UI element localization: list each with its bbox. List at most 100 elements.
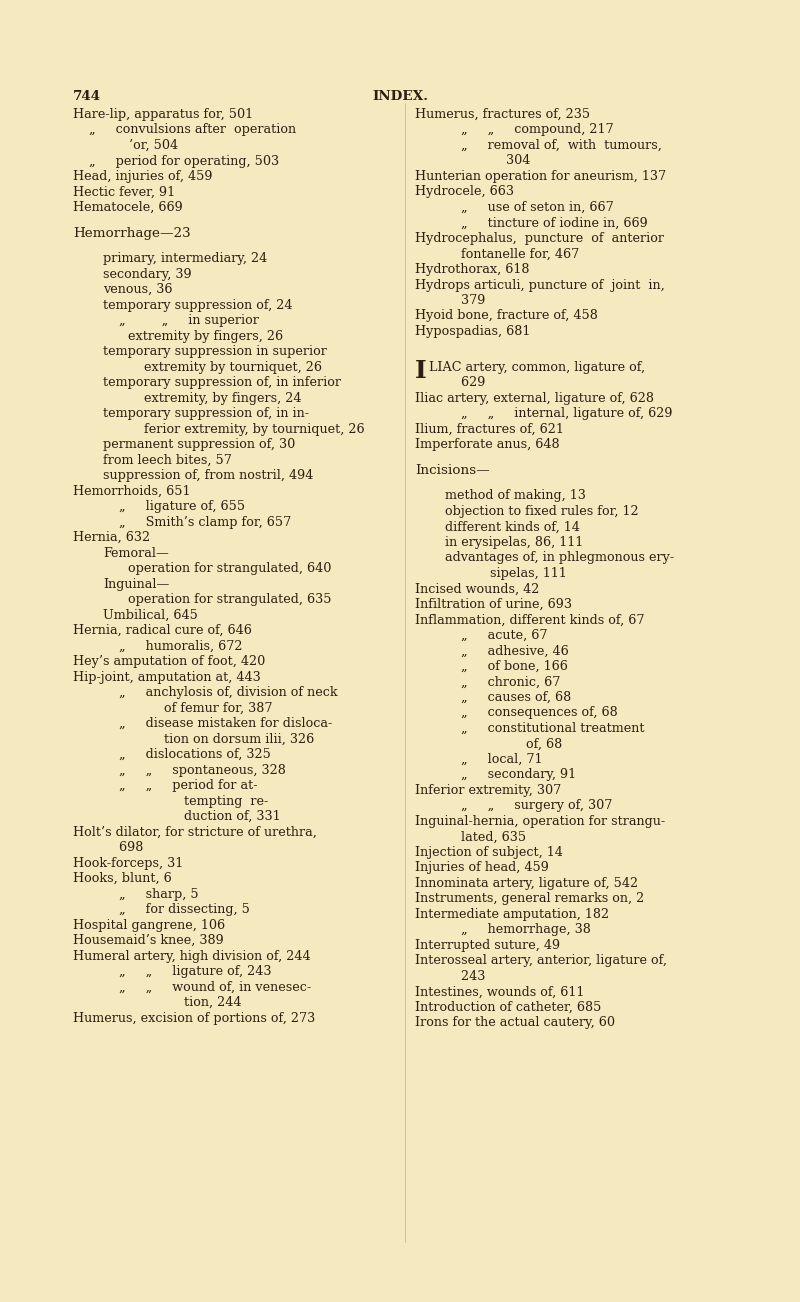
Text: Irons for the actual cautery, 60: Irons for the actual cautery, 60 (415, 1017, 615, 1030)
Text: Hunterian operation for aneurism, 137: Hunterian operation for aneurism, 137 (415, 171, 666, 184)
Text: I: I (415, 358, 426, 383)
Text: Hydrops articuli, puncture of  joint  in,: Hydrops articuli, puncture of joint in, (415, 279, 665, 292)
Text: Hook-forceps, 31: Hook-forceps, 31 (73, 857, 183, 870)
Text: „     dislocations of, 325: „ dislocations of, 325 (103, 749, 271, 762)
Text: Holt’s dilator, for stricture of urethra,: Holt’s dilator, for stricture of urethra… (73, 825, 317, 838)
Text: method of making, 13: method of making, 13 (445, 490, 586, 503)
Text: extremity by fingers, 26: extremity by fingers, 26 (128, 329, 283, 342)
Text: Hip-joint, amputation at, 443: Hip-joint, amputation at, 443 (73, 671, 261, 684)
Text: „     ligature of, 655: „ ligature of, 655 (103, 500, 245, 513)
Text: advantages of, in phlegmonous ery-: advantages of, in phlegmonous ery- (445, 551, 674, 564)
Text: different kinds of, 14: different kinds of, 14 (445, 521, 580, 534)
Text: „     anchylosis of, division of neck: „ anchylosis of, division of neck (103, 686, 338, 699)
Text: „     use of seton in, 667: „ use of seton in, 667 (445, 201, 614, 214)
Text: „     of bone, 166: „ of bone, 166 (445, 660, 568, 673)
Text: Hydrocele, 663: Hydrocele, 663 (415, 185, 514, 198)
Text: in erysipelas, 86, 111: in erysipelas, 86, 111 (445, 536, 583, 549)
Text: Infiltration of urine, 693: Infiltration of urine, 693 (415, 598, 572, 611)
Text: Hemorrhoids, 651: Hemorrhoids, 651 (73, 484, 190, 497)
Text: Hernia, radical cure of, 646: Hernia, radical cure of, 646 (73, 624, 252, 637)
Text: 304: 304 (470, 155, 530, 168)
Text: Imperforate anus, 648: Imperforate anus, 648 (415, 439, 560, 452)
Text: „     secondary, 91: „ secondary, 91 (445, 768, 576, 781)
Text: Hey’s amputation of foot, 420: Hey’s amputation of foot, 420 (73, 655, 266, 668)
Text: „     causes of, 68: „ causes of, 68 (445, 691, 571, 704)
Text: „     „     period for at-: „ „ period for at- (103, 779, 258, 792)
Text: Inflammation, different kinds of, 67: Inflammation, different kinds of, 67 (415, 613, 645, 626)
Text: „     „     ligature of, 243: „ „ ligature of, 243 (103, 965, 271, 978)
Text: „     „     surgery of, 307: „ „ surgery of, 307 (445, 799, 612, 812)
Text: Humeral artery, high division of, 244: Humeral artery, high division of, 244 (73, 949, 310, 962)
Text: „     disease mistaken for disloca-: „ disease mistaken for disloca- (103, 717, 332, 730)
Text: „     sharp, 5: „ sharp, 5 (103, 888, 198, 901)
Text: Hydrocephalus,  puncture  of  anterior: Hydrocephalus, puncture of anterior (415, 232, 664, 245)
Text: Inguinal-hernia, operation for strangu-: Inguinal-hernia, operation for strangu- (415, 815, 665, 828)
Text: operation for strangulated, 640: operation for strangulated, 640 (128, 562, 331, 575)
Text: Introduction of catheter, 685: Introduction of catheter, 685 (415, 1001, 602, 1014)
Text: „     hemorrhage, 38: „ hemorrhage, 38 (445, 923, 591, 936)
Text: primary, intermediary, 24: primary, intermediary, 24 (103, 253, 267, 266)
Text: operation for strangulated, 635: operation for strangulated, 635 (128, 594, 331, 607)
Text: „     chronic, 67: „ chronic, 67 (445, 676, 560, 689)
Text: temporary suppression in superior: temporary suppression in superior (103, 345, 327, 358)
Text: Hemorrhage—23: Hemorrhage—23 (73, 227, 190, 240)
Text: 698: 698 (103, 841, 143, 854)
Text: „     convulsions after  operation: „ convulsions after operation (73, 124, 296, 137)
Text: Iliac artery, external, ligature of, 628: Iliac artery, external, ligature of, 628 (415, 392, 654, 405)
Text: extremity by tourniquet, 26: extremity by tourniquet, 26 (128, 361, 322, 374)
Text: extremity, by fingers, 24: extremity, by fingers, 24 (128, 392, 302, 405)
Text: fontanelle for, 467: fontanelle for, 467 (445, 247, 579, 260)
Text: 744: 744 (73, 90, 101, 103)
Text: Hematocele, 669: Hematocele, 669 (73, 201, 182, 214)
Text: Hectic fever, 91: Hectic fever, 91 (73, 185, 175, 198)
Text: Umbilical, 645: Umbilical, 645 (103, 608, 198, 621)
Text: Inguinal—: Inguinal— (103, 578, 170, 591)
Text: „     acute, 67: „ acute, 67 (445, 629, 547, 642)
Text: Humerus, fractures of, 235: Humerus, fractures of, 235 (415, 108, 590, 121)
Text: of, 68: of, 68 (470, 737, 562, 750)
Text: temporary suppression of, 24: temporary suppression of, 24 (103, 298, 293, 311)
Text: „     period for operating, 503: „ period for operating, 503 (73, 155, 279, 168)
Text: Hyoid bone, fracture of, 458: Hyoid bone, fracture of, 458 (415, 310, 598, 323)
Text: Hare-lip, apparatus for, 501: Hare-lip, apparatus for, 501 (73, 108, 253, 121)
Text: ferior extremity, by tourniquet, 26: ferior extremity, by tourniquet, 26 (128, 423, 365, 436)
Text: 629: 629 (445, 376, 486, 389)
Text: Interrupted suture, 49: Interrupted suture, 49 (415, 939, 560, 952)
Text: sipelas, 111: sipelas, 111 (470, 566, 566, 579)
Text: temporary suppression of, in in-: temporary suppression of, in in- (103, 408, 309, 421)
Text: 379: 379 (445, 294, 486, 307)
Text: „     for dissecting, 5: „ for dissecting, 5 (103, 904, 250, 917)
Text: Injuries of head, 459: Injuries of head, 459 (415, 862, 549, 875)
Text: „     tincture of iodine in, 669: „ tincture of iodine in, 669 (445, 216, 648, 229)
Text: objection to fixed rules for, 12: objection to fixed rules for, 12 (445, 505, 638, 518)
Text: temporary suppression of, in inferior: temporary suppression of, in inferior (103, 376, 341, 389)
Text: Head, injuries of, 459: Head, injuries of, 459 (73, 171, 213, 184)
Text: Hernia, 632: Hernia, 632 (73, 531, 150, 544)
Text: Hydrothorax, 618: Hydrothorax, 618 (415, 263, 530, 276)
Text: Hypospadias, 681: Hypospadias, 681 (415, 326, 530, 339)
Text: Humerus, excision of portions of, 273: Humerus, excision of portions of, 273 (73, 1012, 315, 1025)
Text: suppression of, from nostril, 494: suppression of, from nostril, 494 (103, 469, 314, 482)
Text: ’or, 504: ’or, 504 (73, 139, 178, 152)
Text: Housemaid’s knee, 389: Housemaid’s knee, 389 (73, 934, 224, 947)
Text: Ilium, fractures of, 621: Ilium, fractures of, 621 (415, 423, 564, 436)
Text: „     „     spontaneous, 328: „ „ spontaneous, 328 (103, 764, 286, 777)
Text: „     Smith’s clamp for, 657: „ Smith’s clamp for, 657 (103, 516, 291, 529)
Text: Hooks, blunt, 6: Hooks, blunt, 6 (73, 872, 172, 885)
Text: „     „     internal, ligature of, 629: „ „ internal, ligature of, 629 (445, 408, 673, 421)
Text: „     constitutional treatment: „ constitutional treatment (445, 721, 645, 734)
Text: „     removal of,  with  tumours,: „ removal of, with tumours, (445, 139, 662, 152)
Text: tion on dorsum ilii, 326: tion on dorsum ilii, 326 (128, 733, 314, 746)
Text: Innominata artery, ligature of, 542: Innominata artery, ligature of, 542 (415, 876, 638, 889)
Text: LIAC artery, common, ligature of,: LIAC artery, common, ligature of, (429, 361, 645, 374)
Text: lated, 635: lated, 635 (445, 831, 526, 844)
Text: „     „     compound, 217: „ „ compound, 217 (445, 124, 614, 137)
Text: Injection of subject, 14: Injection of subject, 14 (415, 846, 563, 859)
Text: Instruments, general remarks on, 2: Instruments, general remarks on, 2 (415, 892, 644, 905)
Text: Intermediate amputation, 182: Intermediate amputation, 182 (415, 907, 609, 921)
Text: Inferior extremity, 307: Inferior extremity, 307 (415, 784, 562, 797)
Text: from leech bites, 57: from leech bites, 57 (103, 453, 232, 466)
Text: permanent suppression of, 30: permanent suppression of, 30 (103, 439, 295, 452)
Text: Incisions—: Incisions— (415, 464, 490, 477)
Text: duction of, 331: duction of, 331 (128, 810, 281, 823)
